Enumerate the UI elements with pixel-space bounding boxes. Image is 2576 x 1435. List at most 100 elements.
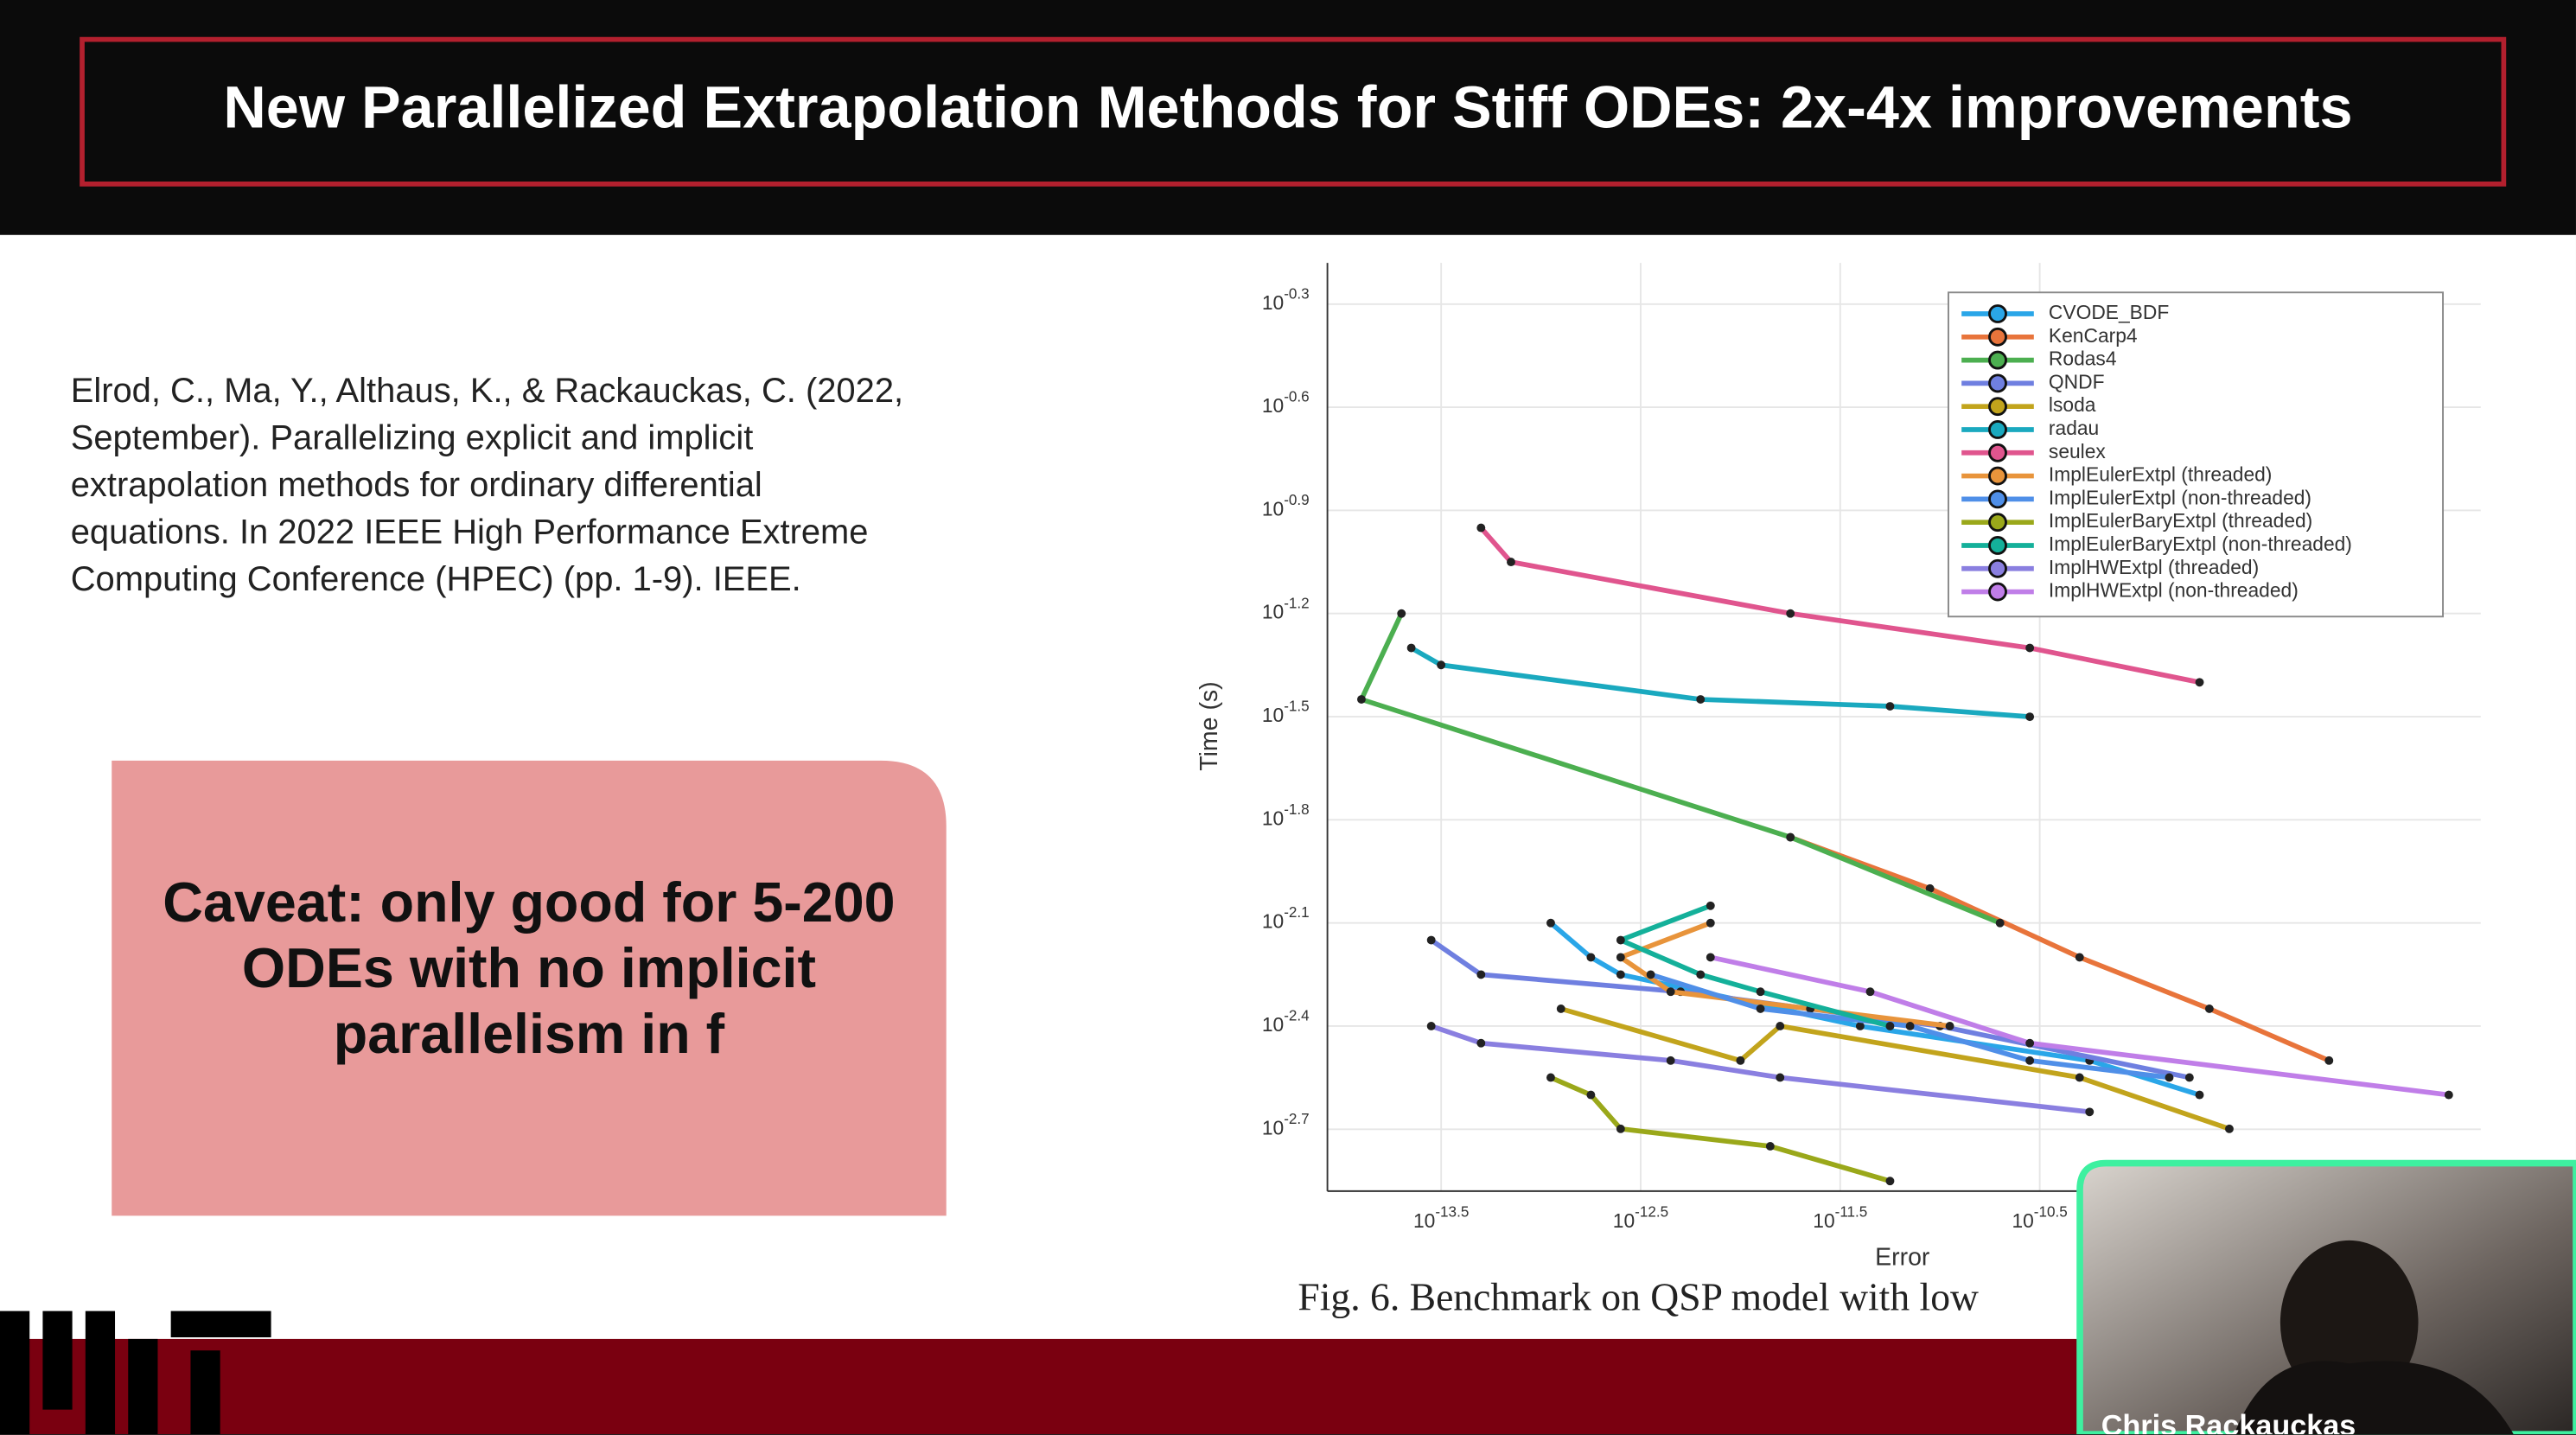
y-tick-label: 10-2.1 [1262, 904, 1310, 933]
data-point [2075, 953, 2084, 962]
y-tick-label: 10-2.7 [1262, 1110, 1310, 1138]
legend-label: ImplHWExtpl (threaded) [2049, 556, 2259, 578]
legend-marker [1988, 373, 2007, 393]
data-point [2324, 1056, 2334, 1065]
legend-label: radau [2049, 417, 2099, 439]
legend-marker [1988, 536, 2007, 555]
data-point [2444, 1090, 2453, 1100]
citation-line: Elrod, C., Ma, Y., Althaus, K., & Rackau… [71, 372, 903, 410]
data-point [2085, 1107, 2095, 1117]
data-point [1696, 970, 1706, 979]
data-point [1905, 1022, 1915, 1030]
data-point [1995, 918, 2005, 928]
legend-label: ImplEulerExtpl (threaded) [2049, 463, 2272, 486]
data-point [2195, 678, 2204, 687]
x-tick-label: 10-13.5 [1413, 1203, 1469, 1232]
citation: Elrod, C., Ma, Y., Althaus, K., & Rackau… [71, 372, 903, 598]
x-tick-label: 10-10.5 [2012, 1203, 2067, 1232]
data-point [1865, 987, 1875, 997]
data-point [1616, 970, 1625, 979]
legend-label: ImplHWExtpl (non-threaded) [2049, 579, 2299, 602]
data-point [1855, 1022, 1865, 1030]
title-box [80, 36, 2507, 187]
data-point [2195, 1090, 2204, 1100]
caveat-line: Caveat: only good for 5-200 [163, 871, 895, 934]
figure-caption: Fig. 6. Benchmark on QSP model with low [1298, 1275, 1979, 1319]
data-point [2225, 1124, 2234, 1133]
series-line [1359, 612, 2001, 926]
data-point [1586, 1090, 1596, 1100]
data-point [1925, 883, 1935, 893]
data-point [1546, 1073, 1555, 1082]
legend-marker [1988, 489, 2007, 509]
data-point [2025, 1038, 2035, 1048]
x-tick-label: 10-11.5 [1813, 1203, 1867, 1232]
data-point [1616, 1124, 1625, 1133]
data-point [1776, 1073, 1785, 1082]
citation-line: September). Parallelizing explicit and i… [71, 418, 754, 456]
legend-marker [1988, 397, 2007, 417]
caveat-line: parallelism in f [334, 1003, 725, 1065]
legend-label: ImplEulerBaryExtpl (non-threaded) [2049, 533, 2352, 555]
legend-label: ImplEulerBaryExtpl (threaded) [2049, 509, 2312, 532]
data-point [2165, 1073, 2174, 1082]
data-point [1437, 660, 1446, 670]
data-point [1556, 1004, 1565, 1013]
series-line [1410, 646, 2031, 719]
y-tick-label: 10-1.5 [1262, 698, 1310, 726]
legend-label: QNDF [2049, 370, 2105, 392]
legend-marker [1988, 558, 2007, 578]
legend-marker [1988, 350, 2007, 370]
slide-title: New Parallelized Extrapolation Methods f… [223, 74, 2352, 140]
data-point [1885, 702, 1895, 711]
data-point [1646, 970, 1655, 979]
legend-marker [1988, 466, 2007, 486]
data-point [1397, 609, 1406, 618]
data-point [2204, 1004, 2214, 1013]
data-point [1756, 987, 1765, 997]
legend-marker [1988, 304, 2007, 323]
data-point [1476, 1038, 1486, 1048]
data-point [1426, 935, 1436, 945]
caveat-line: ODEs with no implicit [242, 937, 816, 999]
data-point [1696, 695, 1706, 704]
data-point [1616, 935, 1625, 945]
y-tick-label: 10-2.4 [1262, 1007, 1310, 1036]
webcam-person-body [2234, 1361, 2514, 1435]
citation-line: Computing Conference (HPEC) (pp. 1-9). I… [71, 560, 801, 598]
data-point [1666, 987, 1675, 997]
data-point [1666, 1056, 1675, 1065]
data-point [1476, 523, 1486, 533]
legend-marker [1988, 443, 2007, 462]
y-tick-label: 10-1.2 [1262, 595, 1310, 623]
legend-label: lsoda [2049, 393, 2096, 416]
legend-marker [1988, 582, 2007, 602]
data-point [1885, 1177, 1895, 1186]
data-point [1406, 643, 1416, 653]
citation-line: extrapolation methods for ordinary diffe… [71, 466, 762, 504]
legend-label: CVODE_BDF [2049, 301, 2169, 323]
legend-label: ImplEulerExtpl (non-threaded) [2049, 486, 2311, 508]
data-point [1776, 1022, 1785, 1030]
y-tick-label: 10-0.9 [1262, 492, 1310, 520]
y-tick-label: 10-1.8 [1262, 800, 1310, 829]
y-tick-label: 10-0.3 [1262, 285, 1310, 314]
data-point [1786, 609, 1795, 618]
data-point [2025, 1056, 2035, 1065]
data-point [2025, 712, 2035, 722]
data-point [1706, 953, 1715, 962]
data-point [1945, 1022, 1954, 1030]
data-point [1706, 918, 1715, 928]
x-axis-label: Error [1875, 1243, 1930, 1271]
data-point [1885, 1022, 1895, 1030]
data-point [2075, 1073, 2084, 1082]
mit-logo [0, 1311, 271, 1435]
data-point [1546, 918, 1555, 928]
chart: 10-0.3 10-0.6 10-0.9 10-1.2 10-1.5 10-1.8 10-2… [1196, 263, 2481, 1271]
data-point [1507, 558, 1515, 567]
data-point [1765, 1142, 1775, 1151]
legend-label: seulex [2049, 440, 2106, 462]
data-point [1756, 1004, 1765, 1013]
